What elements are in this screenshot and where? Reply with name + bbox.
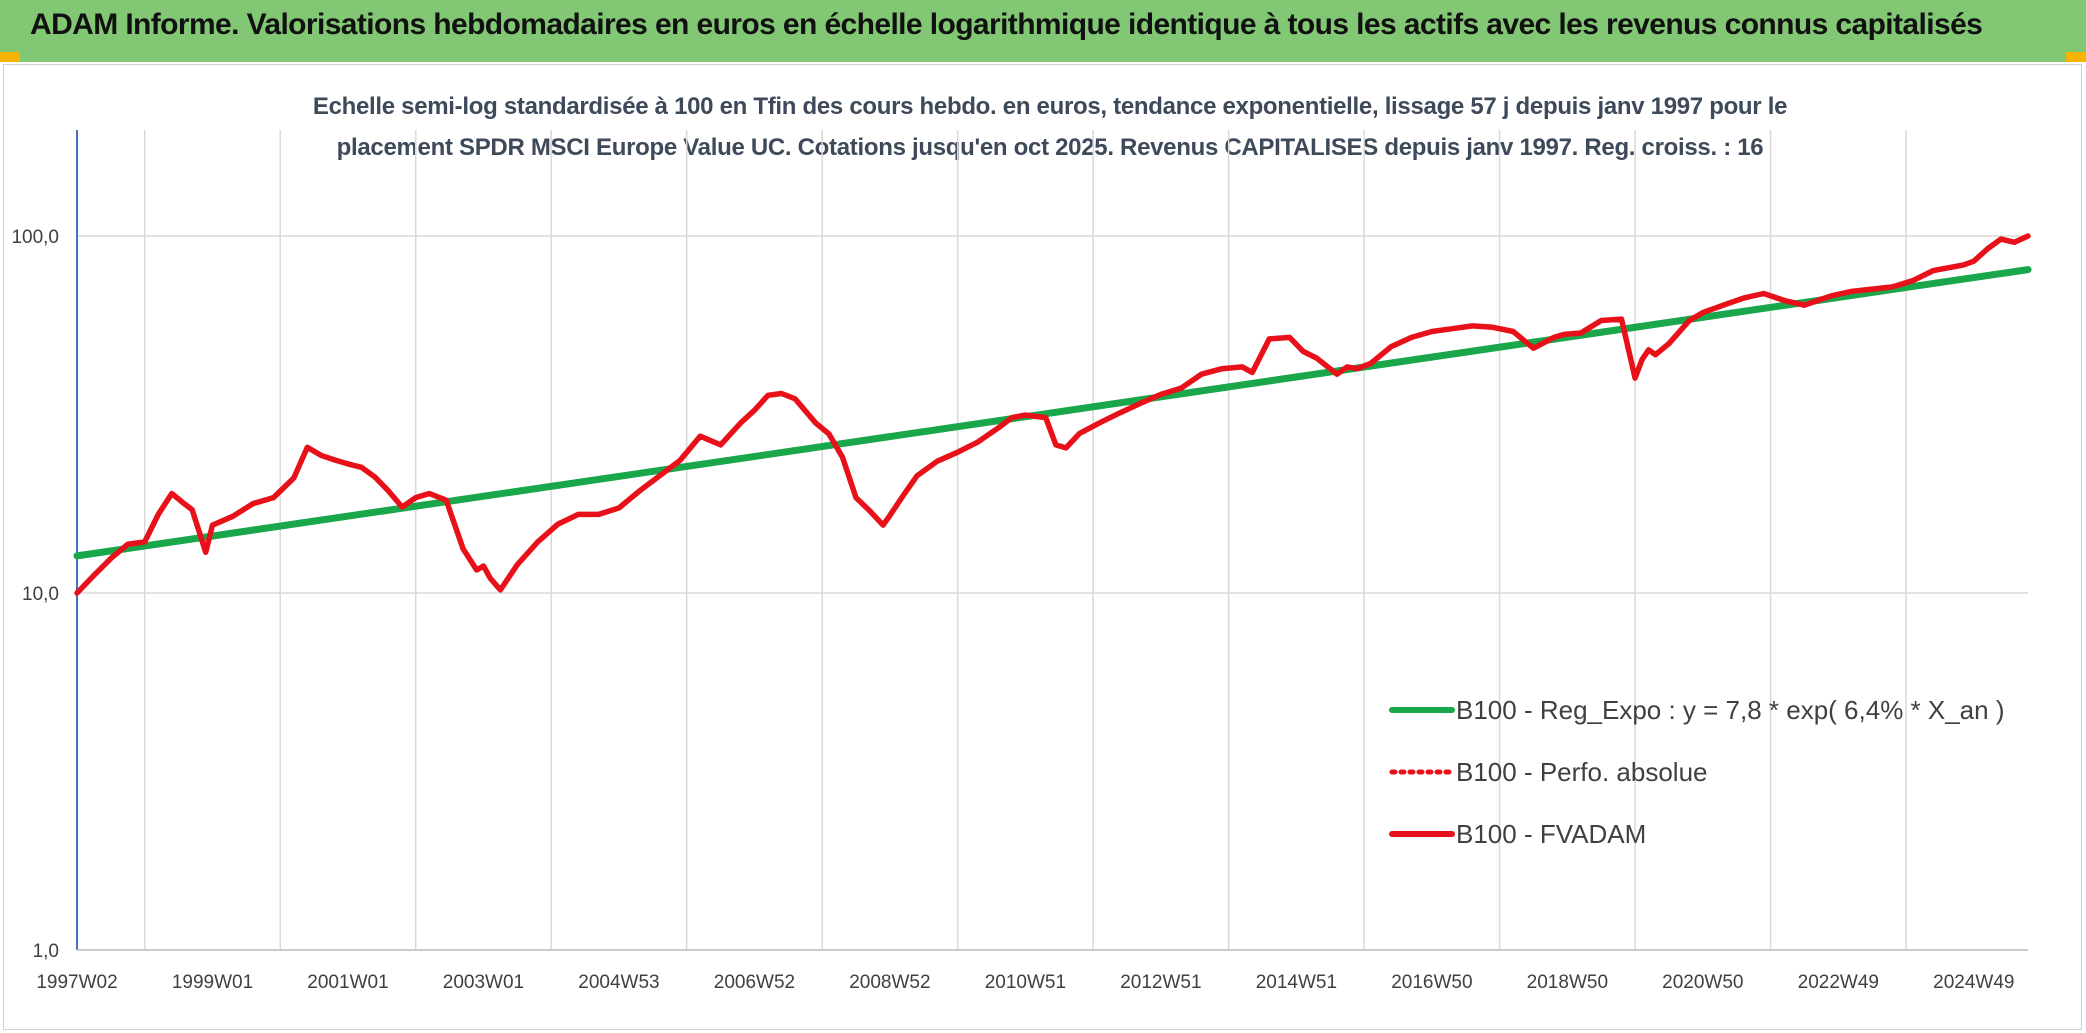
corner-marker-right — [2066, 52, 2086, 62]
y-tick-label: 1,0 — [33, 941, 59, 962]
y-tick-label: 10,0 — [22, 584, 59, 605]
x-tick-label: 2004W53 — [578, 972, 659, 993]
legend: B100 - Reg_Expo : y = 7,8 * exp( 6,4% * … — [1389, 695, 2005, 849]
legend-label: B100 - Reg_Expo : y = 7,8 * exp( 6,4% * … — [1456, 695, 2005, 725]
x-tick-label: 2003W01 — [443, 972, 524, 993]
report-header: ADAM Informe. Valorisations hebdomadaire… — [0, 0, 2086, 62]
fvadam-line — [74, 233, 2031, 596]
x-tick-label: 2022W49 — [1798, 972, 1879, 993]
x-tick-label: 1997W02 — [36, 972, 117, 993]
x-tick-label: 1999W01 — [172, 972, 253, 993]
x-tick-label: 2006W52 — [714, 972, 795, 993]
series-group — [73, 233, 2032, 596]
report-title: ADAM Informe. Valorisations hebdomadaire… — [30, 8, 1983, 41]
x-tick-label: 2010W51 — [985, 972, 1066, 993]
y-tick-label: 100,0 — [11, 227, 59, 248]
trend-line — [73, 266, 2032, 560]
x-tick-label: 2018W50 — [1527, 972, 1608, 993]
x-tick-label: 2020W50 — [1662, 972, 1743, 993]
gridlines — [77, 130, 2028, 951]
x-tick-label: 2008W52 — [849, 972, 930, 993]
x-tick-label: 2012W51 — [1120, 972, 1201, 993]
legend-label: B100 - Perfo. absolue — [1456, 757, 1708, 787]
x-tick-label: 2001W01 — [307, 972, 388, 993]
legend-label: B100 - FVADAM — [1456, 819, 1646, 849]
chart-title: Echelle semi-log standardisée à 100 en T… — [250, 86, 1850, 168]
chart-title-line-1: Echelle semi-log standardisée à 100 en T… — [312, 93, 1788, 120]
chart-area — [3, 64, 2082, 1030]
x-tick-label: 2016W50 — [1391, 972, 1472, 993]
x-tick-label: 2014W51 — [1256, 972, 1337, 993]
corner-marker-left — [0, 52, 20, 62]
axes: 100,0 10,0 1,0 1997W02 1999W01 2001W01 2003W01… — [11, 130, 2028, 993]
x-tick-label: 2024W49 — [1933, 972, 2014, 993]
chart-title-line-2: placement SPDR MSCI Europe Value UC. Cot… — [336, 134, 1764, 161]
